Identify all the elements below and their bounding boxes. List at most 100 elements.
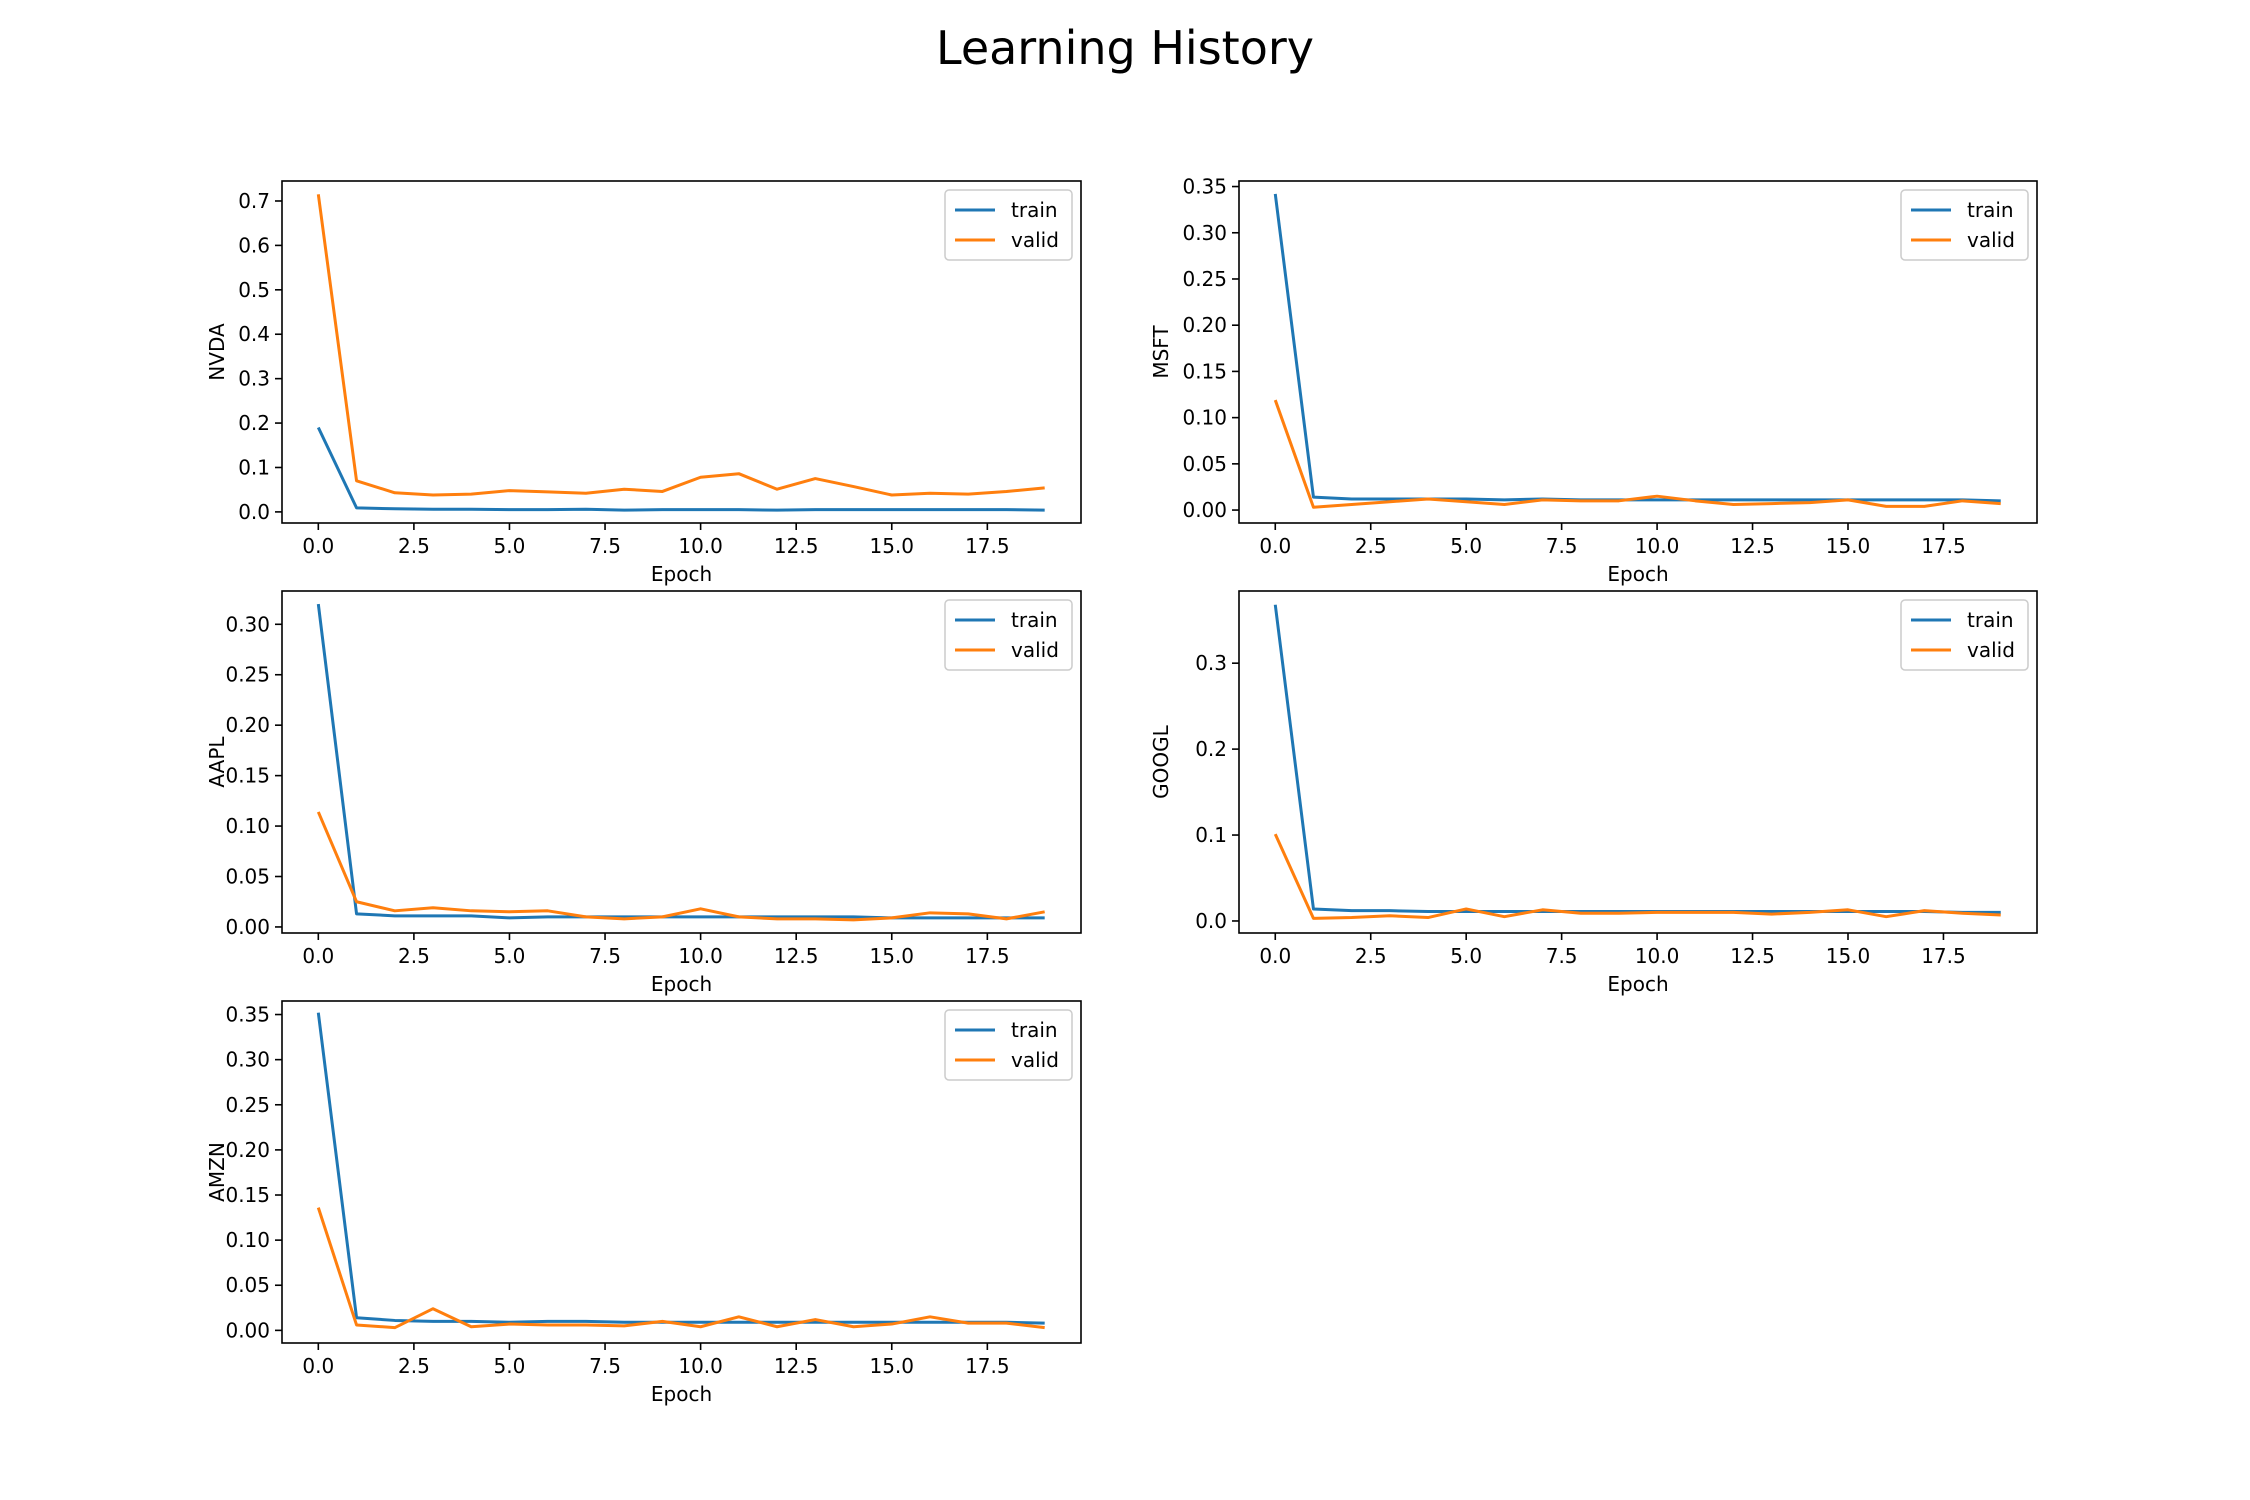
legend: train valid [944, 599, 1073, 671]
x-axis-label: Epoch [651, 562, 712, 586]
legend-label-valid: valid [1011, 228, 1059, 252]
y-tick-label: 0.30 [225, 1048, 270, 1072]
x-tick-label: 5.0 [494, 944, 526, 968]
legend: train valid [944, 189, 1073, 261]
y-tick-label: 0.1 [238, 455, 270, 479]
legend-label-valid: valid [1967, 638, 2015, 662]
y-tick-label: 0.35 [225, 1003, 270, 1027]
axes-frame [1238, 180, 2038, 524]
y-tick-label: 0.15 [225, 1183, 270, 1207]
x-tick-label: 7.5 [1546, 534, 1578, 558]
x-tick-label: 2.5 [1355, 944, 1387, 968]
legend-box [944, 189, 1073, 261]
y-tick-label: 0.10 [225, 814, 270, 838]
legend-label-valid: valid [1011, 638, 1059, 662]
legend-label-train: train [1011, 608, 1058, 632]
x-tick-label: 10.0 [1635, 944, 1680, 968]
x-tick-label: 7.5 [589, 944, 621, 968]
y-axis-label: NVDA [205, 323, 229, 381]
y-tick-label: 0.15 [225, 764, 270, 788]
x-tick-label: 12.5 [774, 944, 819, 968]
y-tick-label: 0.20 [1182, 313, 1227, 337]
y-tick-label: 0.25 [1182, 267, 1227, 291]
y-tick-label: 0.05 [1182, 452, 1227, 476]
x-tick-label: 2.5 [398, 534, 430, 558]
x-tick-label: 10.0 [678, 534, 723, 558]
y-tick-label: 0.00 [1182, 498, 1227, 522]
y-tick-label: 0.0 [1195, 909, 1227, 933]
series-line-valid [1273, 399, 2001, 509]
legend-label-valid: valid [1967, 228, 2015, 252]
subplot-msft: 0.0 2.5 5.0 7.5 10.0 12.5 15.0 17.5 0.00 0.05 0.10… [1149, 175, 2038, 586]
legend-label-train: train [1967, 608, 2014, 632]
series-line-train [316, 603, 1045, 920]
y-tick-label: 0.25 [225, 1093, 270, 1117]
x-tick-label: 7.5 [589, 1354, 621, 1378]
y-tick-label: 0.7 [238, 189, 270, 213]
x-axis-label: Epoch [651, 972, 712, 996]
x-tick-label: 0.0 [1259, 944, 1291, 968]
y-tick-label: 0.30 [225, 612, 270, 636]
x-tick-label: 15.0 [1826, 944, 1871, 968]
axes-frame [281, 590, 1082, 934]
x-tick-label: 17.5 [965, 534, 1010, 558]
x-tick-label: 15.0 [869, 1354, 914, 1378]
legend-label-valid: valid [1011, 1048, 1059, 1072]
y-tick-label: 0.10 [225, 1228, 270, 1252]
y-axis-label: MSFT [1149, 325, 1173, 379]
x-tick-label: 10.0 [678, 944, 723, 968]
x-tick-label: 17.5 [965, 1354, 1010, 1378]
y-tick-label: 0.25 [225, 663, 270, 687]
axes-frame [281, 1000, 1082, 1344]
subplot-googl: 0.0 2.5 5.0 7.5 10.0 12.5 15.0 17.5 0.0 0.1 0.2 0.3… [1149, 590, 2038, 996]
y-tick-label: 0.3 [238, 367, 270, 391]
x-tick-label: 0.0 [302, 1354, 334, 1378]
x-tick-label: 5.0 [1450, 534, 1482, 558]
x-tick-label: 12.5 [774, 1354, 819, 1378]
subplot-amzn: 0.0 2.5 5.0 7.5 10.0 12.5 15.0 17.5 0.00 0.05 0.10… [205, 1000, 1082, 1406]
x-tick-label: 0.0 [302, 944, 334, 968]
subplots-container: 0.0 2.5 5.0 7.5 10.0 12.5 15.0 17.5 0.0 0.1 0.2 0.3… [205, 175, 2038, 1406]
legend: train valid [1900, 189, 2029, 261]
legend-box [944, 599, 1073, 671]
x-tick-label: 0.0 [1259, 534, 1291, 558]
x-tick-label: 12.5 [774, 534, 819, 558]
series-line-train [1273, 604, 2001, 914]
y-tick-label: 0.30 [1182, 221, 1227, 245]
series-line-train [1273, 193, 2001, 503]
series-line-valid [1273, 833, 2001, 920]
figure-title: Learning History [936, 21, 1314, 75]
x-tick-label: 7.5 [589, 534, 621, 558]
x-tick-label: 0.0 [302, 534, 334, 558]
x-tick-label: 2.5 [398, 944, 430, 968]
y-tick-label: 0.20 [225, 1138, 270, 1162]
legend-box [1900, 189, 2029, 261]
x-tick-label: 10.0 [678, 1354, 723, 1378]
axes-frame [1238, 590, 2038, 934]
y-tick-label: 0.15 [1182, 359, 1227, 383]
subplot-aapl: 0.0 2.5 5.0 7.5 10.0 12.5 15.0 17.5 0.00 0.05 0.10… [205, 590, 1082, 996]
x-tick-label: 10.0 [1635, 534, 1680, 558]
x-axis-label: Epoch [651, 1382, 712, 1406]
legend-label-train: train [1011, 198, 1058, 222]
series-line-train [316, 1012, 1045, 1325]
y-tick-label: 0.2 [1195, 737, 1227, 761]
subplot-nvda: 0.0 2.5 5.0 7.5 10.0 12.5 15.0 17.5 0.0 0.1 0.2 0.3… [205, 180, 1082, 586]
x-tick-label: 2.5 [1355, 534, 1387, 558]
legend-label-train: train [1011, 1018, 1058, 1042]
x-tick-label: 12.5 [1730, 944, 1775, 968]
y-tick-label: 0.2 [238, 411, 270, 435]
y-tick-label: 0.05 [225, 865, 270, 889]
series-line-valid [316, 811, 1045, 922]
series-line-train [316, 426, 1045, 512]
y-axis-label: AAPL [205, 736, 229, 788]
x-tick-label: 17.5 [1921, 944, 1966, 968]
y-tick-label: 0.10 [1182, 406, 1227, 430]
y-axis-label: GOOGL [1149, 724, 1173, 798]
x-tick-label: 5.0 [1450, 944, 1482, 968]
x-tick-label: 5.0 [494, 534, 526, 558]
y-tick-label: 0.00 [225, 915, 270, 939]
x-tick-label: 7.5 [1546, 944, 1578, 968]
y-tick-label: 0.20 [225, 713, 270, 737]
